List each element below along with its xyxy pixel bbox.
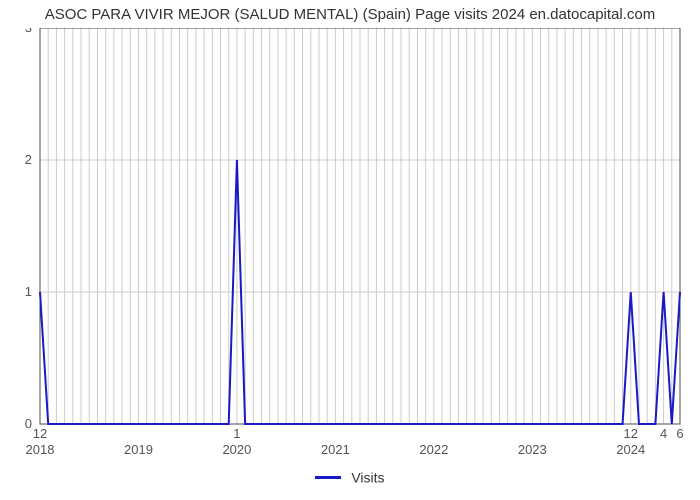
svg-text:3: 3 xyxy=(25,28,32,35)
svg-text:12: 12 xyxy=(33,426,47,441)
svg-text:2018: 2018 xyxy=(26,442,55,457)
chart-title: ASOC PARA VIVIR MEJOR (SALUD MENTAL) (Sp… xyxy=(0,6,700,23)
svg-text:2022: 2022 xyxy=(419,442,448,457)
legend-swatch xyxy=(315,476,341,479)
svg-text:2021: 2021 xyxy=(321,442,350,457)
svg-text:1: 1 xyxy=(25,284,32,299)
svg-text:2020: 2020 xyxy=(222,442,251,457)
svg-text:4: 4 xyxy=(660,426,667,441)
svg-text:6: 6 xyxy=(676,426,683,441)
chart-plot: 012312112462018201920202021202220232024 xyxy=(10,28,690,474)
svg-text:2019: 2019 xyxy=(124,442,153,457)
svg-text:2024: 2024 xyxy=(616,442,645,457)
svg-text:2: 2 xyxy=(25,152,32,167)
svg-text:0: 0 xyxy=(25,416,32,431)
svg-text:12: 12 xyxy=(624,426,638,441)
svg-text:2023: 2023 xyxy=(518,442,547,457)
svg-text:1: 1 xyxy=(233,426,240,441)
legend: Visits xyxy=(0,468,700,485)
legend-label: Visits xyxy=(351,469,384,485)
